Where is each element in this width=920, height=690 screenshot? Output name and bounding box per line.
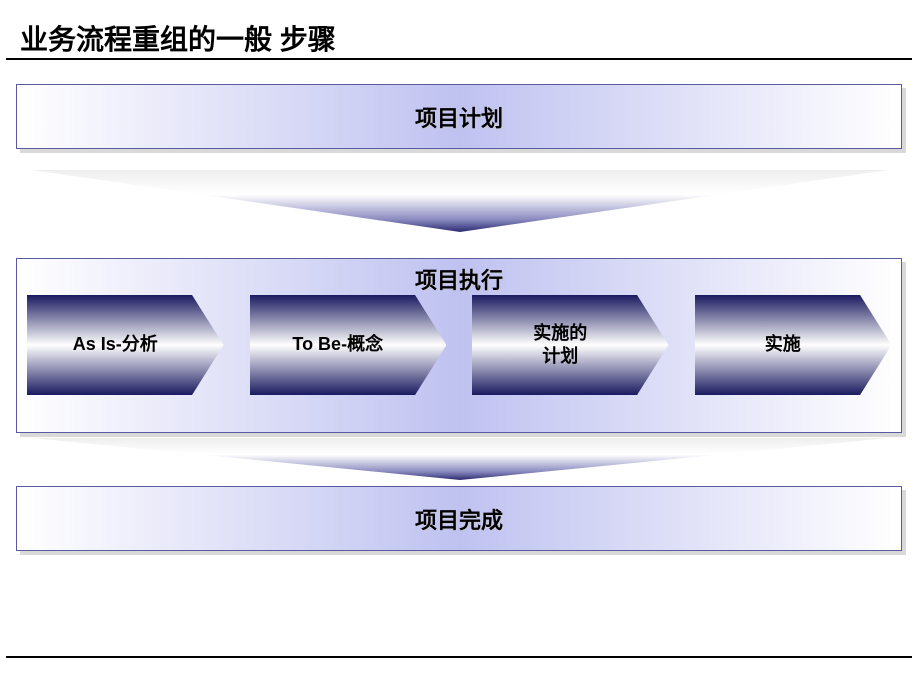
- exec-arrow-3: 实施的 计划: [472, 295, 669, 395]
- phase-bar-done: 项目完成: [16, 486, 902, 551]
- exec-arrow-1: As Is-分析: [27, 295, 224, 395]
- flow-triangle-1: [32, 170, 888, 232]
- slide: 业务流程重组的一般 步骤 项目计划 项目执行: [0, 0, 920, 690]
- flow-triangle-2: [32, 438, 888, 480]
- footer-rule: [6, 656, 912, 658]
- title-underline: [6, 58, 912, 60]
- exec-arrow-2-label: To Be-概念: [250, 295, 447, 395]
- page-title: 业务流程重组的一般 步骤: [20, 18, 336, 58]
- exec-arrow-row: As Is-分析 To Be-概念 实施的 计划 实: [27, 295, 891, 395]
- exec-arrow-2: To Be-概念: [250, 295, 447, 395]
- phase-box-exec-label: 项目执行: [17, 263, 901, 295]
- phase-bar-plan-label: 项目计划: [415, 101, 503, 133]
- phase-bar-plan: 项目计划: [16, 84, 902, 149]
- exec-arrow-3-label: 实施的 计划: [472, 295, 669, 395]
- exec-arrow-4-label: 实施: [695, 295, 892, 395]
- exec-arrow-1-label: As Is-分析: [27, 295, 224, 395]
- exec-arrow-4: 实施: [695, 295, 892, 395]
- phase-box-exec: 项目执行 As Is-分析: [16, 258, 902, 433]
- phase-bar-done-label: 项目完成: [415, 503, 503, 535]
